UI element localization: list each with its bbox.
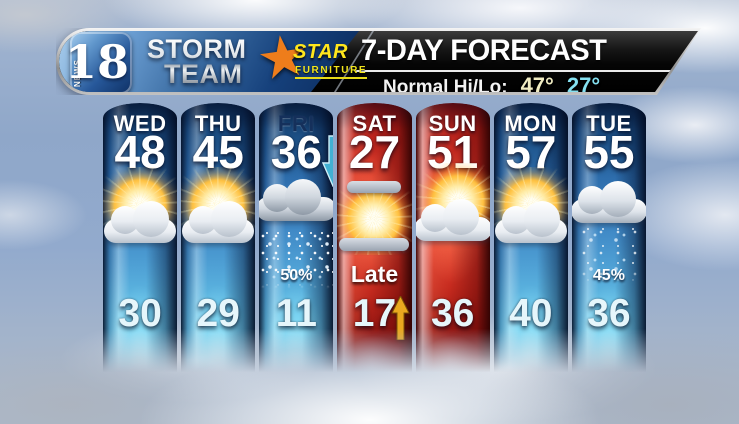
high-temp: 55 bbox=[583, 126, 635, 178]
rising-temp-arrow-icon bbox=[390, 296, 410, 340]
normal-lo-value: 27° bbox=[566, 73, 601, 92]
high-temp-row: 57 bbox=[494, 127, 568, 178]
low-temp-row: 36 bbox=[416, 292, 490, 336]
day-name: SUN bbox=[428, 111, 477, 136]
sponsor-name: STAR bbox=[293, 41, 348, 63]
cloud-shape bbox=[182, 201, 255, 243]
day-name: WED bbox=[113, 111, 167, 136]
high-temp-row: 48 bbox=[103, 127, 177, 178]
cloud-shape bbox=[494, 201, 567, 243]
low-temp-row: 29 bbox=[181, 292, 255, 336]
header-bar-inner: NEWS 18 STORM TEAM ★ STAR FURNITURE 7-DA… bbox=[59, 31, 698, 92]
high-temp-row: 45 bbox=[181, 127, 255, 178]
thin-cloud-bottom bbox=[339, 238, 410, 251]
day-column-tue: TUE 55 45% 36 bbox=[570, 103, 647, 375]
header-bar: NEWS 18 STORM TEAM ★ STAR FURNITURE 7-DA… bbox=[56, 28, 701, 95]
day-column-fri: FRI 36 50% 11 bbox=[256, 103, 345, 375]
high-temp-row: 36 bbox=[259, 127, 333, 178]
storm-team-line2: TEAM bbox=[164, 59, 243, 89]
high-temp-row: 51 bbox=[416, 127, 490, 178]
sun-glow bbox=[176, 167, 261, 241]
sponsor-logo: ★ STAR FURNITURE bbox=[253, 31, 368, 92]
low-temp-row: 40 bbox=[494, 292, 568, 336]
cloud-sun-icon bbox=[408, 163, 501, 267]
high-temp: 45 bbox=[192, 126, 244, 178]
cloud-shape bbox=[570, 181, 647, 223]
normal-hi-value: 47° bbox=[520, 73, 554, 92]
cloud-shape bbox=[256, 179, 337, 221]
day-name: THU bbox=[194, 111, 242, 136]
high-temp: 27 bbox=[348, 126, 401, 178]
low-temp: 36 bbox=[587, 292, 631, 335]
day-name: SAT bbox=[352, 111, 397, 136]
low-temp-row: 36 bbox=[572, 292, 646, 336]
news18-logo: NEWS 18 bbox=[65, 32, 132, 92]
snow-cloud-icon bbox=[251, 175, 341, 289]
sun-cloud-icon bbox=[173, 167, 263, 267]
news18-number: 18 bbox=[64, 35, 129, 89]
sun-cloud-icon bbox=[486, 167, 576, 267]
day-name: FRI bbox=[277, 111, 315, 136]
sun-glow bbox=[332, 181, 417, 255]
header-divider-line bbox=[355, 70, 677, 72]
high-temp-row: 27 bbox=[337, 127, 411, 178]
low-temp: 29 bbox=[196, 292, 240, 335]
day-column-thu: THU 45 29 bbox=[176, 103, 261, 375]
low-temp: 11 bbox=[275, 292, 317, 335]
extra-label: 45% bbox=[592, 267, 625, 284]
day-column-wed: WED 48 30 bbox=[98, 103, 183, 375]
sun-sandwich-icon bbox=[329, 175, 419, 267]
low-temp: 36 bbox=[430, 292, 475, 335]
extra-label: Late bbox=[350, 261, 399, 287]
high-temp: 48 bbox=[114, 126, 166, 178]
normal-hilo-label: Normal Hi/Lo: bbox=[383, 77, 508, 92]
day-column-sun: SUN 51 36 bbox=[413, 103, 501, 375]
day-column-sat: SAT 27 Late 17 bbox=[332, 103, 417, 375]
sponsor-sub: FURNITURE bbox=[295, 65, 368, 79]
cloud-shape bbox=[104, 201, 177, 243]
high-temp-row: 55 bbox=[572, 127, 646, 178]
low-temp: 40 bbox=[509, 292, 553, 335]
high-temp: 36 bbox=[270, 126, 322, 178]
forecast-columns: WED 48 30 THU 45 29 bbox=[98, 103, 647, 375]
low-temp-row: 17 bbox=[337, 292, 411, 336]
sun-glow bbox=[488, 167, 573, 241]
cloud-shape bbox=[413, 199, 492, 241]
sun-glow bbox=[98, 167, 183, 241]
storm-team-wordmark: STORM TEAM bbox=[147, 37, 247, 87]
normal-hilo-row: Normal Hi/Lo: 47° 27° bbox=[383, 73, 600, 92]
low-temp-row: 11 bbox=[259, 292, 333, 336]
extra-label: 50% bbox=[280, 267, 313, 284]
day-column-mon: MON 57 40 bbox=[488, 103, 573, 375]
day-name: MON bbox=[504, 111, 558, 136]
page-title: 7-DAY FORECAST bbox=[361, 34, 607, 67]
low-temp: 17 bbox=[352, 292, 397, 335]
high-temp: 51 bbox=[427, 126, 479, 178]
sun-cloud-icon bbox=[95, 167, 185, 267]
thin-cloud-top bbox=[347, 181, 402, 193]
day-name: TUE bbox=[586, 111, 632, 136]
high-temp: 57 bbox=[505, 126, 557, 178]
snow-cloud-light-icon bbox=[564, 175, 654, 285]
low-temp-row: 30 bbox=[103, 292, 177, 336]
low-temp: 30 bbox=[118, 292, 162, 335]
